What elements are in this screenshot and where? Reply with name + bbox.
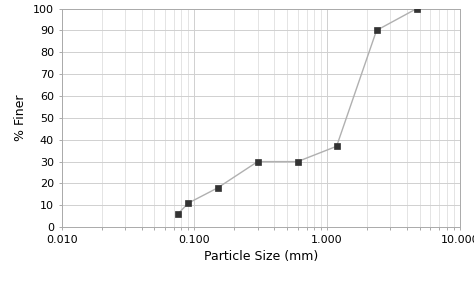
X-axis label: Particle Size (mm): Particle Size (mm) xyxy=(203,250,318,263)
Y-axis label: % Finer: % Finer xyxy=(14,95,27,141)
